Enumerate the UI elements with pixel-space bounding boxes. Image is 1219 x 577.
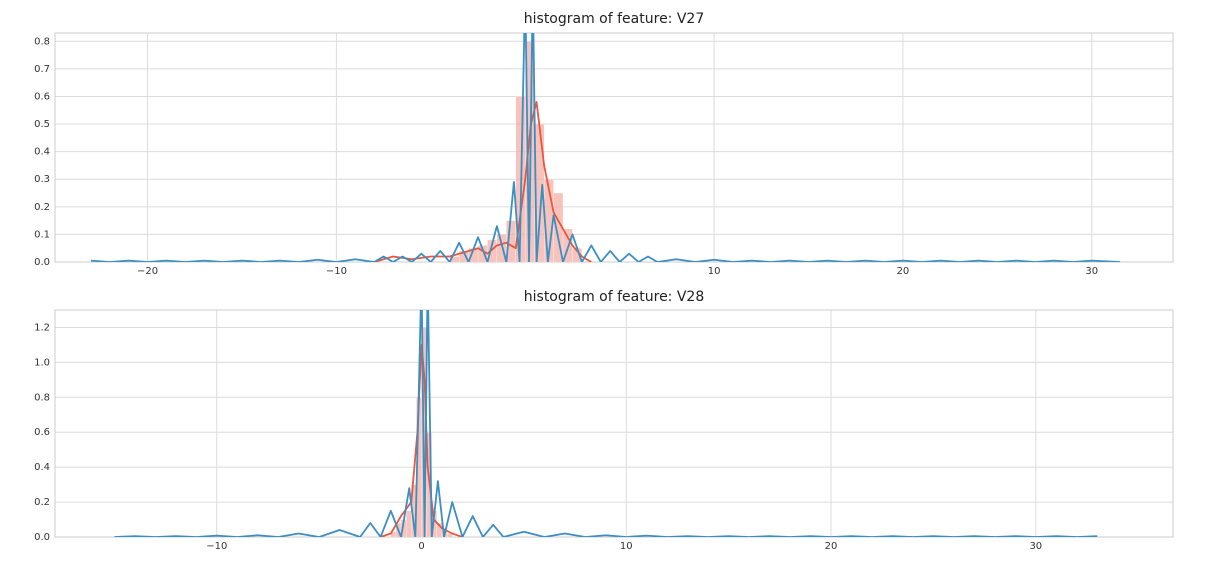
y-tick-label: 0.4 xyxy=(34,147,50,158)
plot-area xyxy=(55,33,1173,262)
chart-title: histogram of feature: V27 xyxy=(524,11,704,27)
y-tick-label: 0.2 xyxy=(34,202,50,213)
x-tick-label: 10 xyxy=(620,541,633,552)
y-tick-label: 0.2 xyxy=(34,497,50,508)
x-tick-label: 0 xyxy=(418,541,424,552)
y-tick-label: 0.4 xyxy=(34,462,50,473)
y-tick-label: 0.0 xyxy=(34,257,50,268)
plot-area xyxy=(55,310,1173,537)
kde-line xyxy=(114,310,1098,537)
y-tick-label: 0.5 xyxy=(34,119,50,130)
axes-frame xyxy=(54,309,1174,538)
x-tick-label: 30 xyxy=(1085,266,1098,277)
kde-line xyxy=(90,33,1121,262)
plot-marks xyxy=(114,310,1098,537)
y-tick-label: 0.7 xyxy=(34,64,50,75)
x-tick-label: 20 xyxy=(897,266,910,277)
chart-title: histogram of feature: V28 xyxy=(524,289,704,305)
y-tick-label: 1.2 xyxy=(34,322,50,333)
x-tick-label: 10 xyxy=(708,266,721,277)
histogram-bar xyxy=(406,510,412,537)
y-tick-label: 0.8 xyxy=(34,36,50,47)
y-tick-label: 0.8 xyxy=(34,392,50,403)
y-tick-label: 0.3 xyxy=(34,174,50,185)
histogram-bar xyxy=(446,533,453,537)
y-tick-label: 0.1 xyxy=(34,229,50,240)
subplot: 0.0 0.1 0.2 0.3 0.4 0.5 0.6 0.7 0.8 −20 −10 10 20 30 h… xyxy=(34,11,1174,277)
kde-line xyxy=(373,101,592,262)
plot-marks xyxy=(90,33,1121,262)
x-tick-label: 30 xyxy=(1029,541,1042,552)
axes-frame xyxy=(54,32,1174,263)
x-tick-label: −10 xyxy=(206,541,227,552)
subplot: 0.0 0.2 0.4 0.6 0.8 1.0 1.2 −10 0 10 20 30 histogram… xyxy=(34,289,1174,552)
y-tick-label: 0.0 xyxy=(34,532,50,543)
y-tick-label: 0.6 xyxy=(34,91,50,102)
y-tick-label: 1.0 xyxy=(34,357,50,368)
x-tick-label: −10 xyxy=(326,266,347,277)
x-tick-label: −20 xyxy=(137,266,158,277)
y-tick-label: 0.6 xyxy=(34,427,50,438)
x-tick-label: 20 xyxy=(825,541,838,552)
